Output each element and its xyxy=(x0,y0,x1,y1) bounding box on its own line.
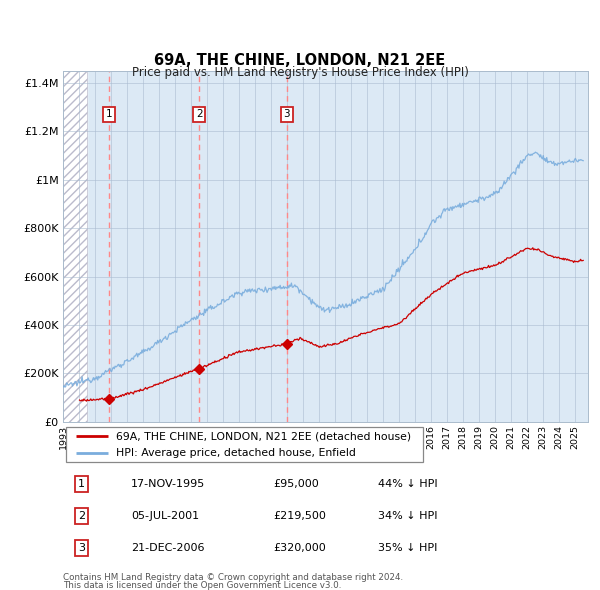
Text: Contains HM Land Registry data © Crown copyright and database right 2024.: Contains HM Land Registry data © Crown c… xyxy=(63,572,403,582)
Text: 05-JUL-2001: 05-JUL-2001 xyxy=(131,511,199,520)
Text: This data is licensed under the Open Government Licence v3.0.: This data is licensed under the Open Gov… xyxy=(63,581,341,590)
Text: 69A, THE CHINE, LONDON, N21 2EE (detached house): 69A, THE CHINE, LONDON, N21 2EE (detache… xyxy=(115,431,410,441)
Bar xyxy=(63,71,87,422)
Text: 17-NOV-1995: 17-NOV-1995 xyxy=(131,478,205,489)
Text: £320,000: £320,000 xyxy=(273,543,326,553)
FancyBboxPatch shape xyxy=(65,428,422,461)
Text: 3: 3 xyxy=(78,543,85,553)
Text: HPI: Average price, detached house, Enfield: HPI: Average price, detached house, Enfi… xyxy=(115,448,355,458)
Bar xyxy=(63,71,87,422)
Text: 69A, THE CHINE, LONDON, N21 2EE: 69A, THE CHINE, LONDON, N21 2EE xyxy=(154,53,446,68)
Text: £95,000: £95,000 xyxy=(273,478,319,489)
Text: 35% ↓ HPI: 35% ↓ HPI xyxy=(378,543,437,553)
Text: 1: 1 xyxy=(78,478,85,489)
Text: 44% ↓ HPI: 44% ↓ HPI xyxy=(378,478,437,489)
Text: 2: 2 xyxy=(78,511,85,520)
Text: 21-DEC-2006: 21-DEC-2006 xyxy=(131,543,205,553)
Text: Price paid vs. HM Land Registry's House Price Index (HPI): Price paid vs. HM Land Registry's House … xyxy=(131,66,469,79)
Text: 2: 2 xyxy=(196,109,203,119)
Text: 1: 1 xyxy=(106,109,112,119)
Text: 34% ↓ HPI: 34% ↓ HPI xyxy=(378,511,437,520)
Text: 3: 3 xyxy=(283,109,290,119)
Text: £219,500: £219,500 xyxy=(273,511,326,520)
